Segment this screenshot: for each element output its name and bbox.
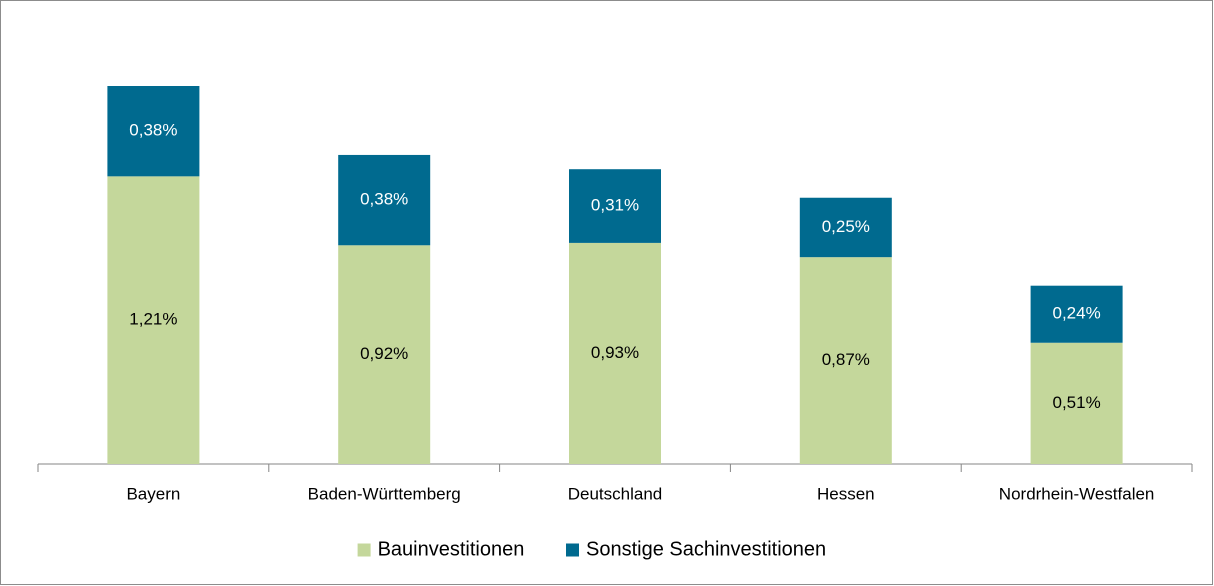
data-label: 0,31% [591,196,639,215]
bar-segment [799,257,892,464]
bar-segment [1030,342,1123,464]
bar-segment [569,169,661,243]
x-tick-label: Bayern [126,484,180,503]
bar-segment [107,176,200,464]
data-label: 0,25% [822,217,870,236]
legend-swatch [357,543,371,557]
data-label: 0,24% [1052,304,1100,323]
data-label: 0,38% [360,190,408,209]
bar-segment [107,86,200,177]
x-tick-label: Deutschland [568,484,663,503]
bar-segment [569,242,661,464]
data-label: 0,51% [1052,393,1100,412]
bar-segment [799,197,892,258]
bar-segment [338,245,431,464]
data-label: 1,21% [129,310,177,329]
data-label: 0,38% [129,121,177,140]
data-label: 0,93% [591,343,639,362]
legend-label: Sonstige Sachinvestitionen [586,538,826,560]
legend-label: Bauinvestitionen [378,538,525,560]
legend-swatch [566,543,579,557]
data-label: 0,87% [822,350,870,369]
x-tick-label: Nordrhein-Westfalen [999,484,1155,503]
bar-segment [1030,285,1123,343]
data-label: 0,92% [360,344,408,363]
bar-segment [338,154,431,246]
x-tick-label: Hessen [817,484,875,503]
x-tick-label: Baden-Württemberg [308,484,461,503]
